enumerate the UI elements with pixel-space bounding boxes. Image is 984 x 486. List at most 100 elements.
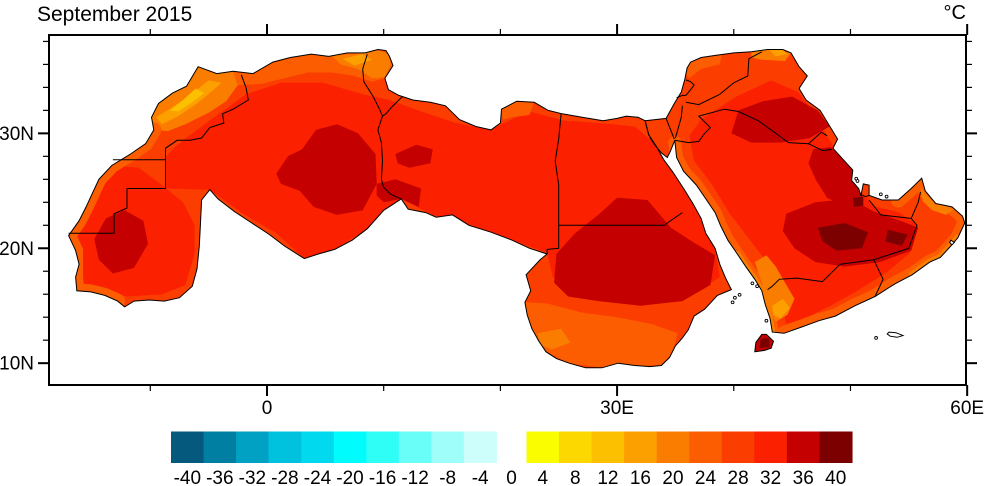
border-line-0 <box>165 74 249 160</box>
colorbar-box-cold--16 <box>366 431 400 463</box>
units-label: °C <box>943 2 966 24</box>
colorbar-box-cold--12 <box>398 431 432 463</box>
colorbar-label: -28 <box>271 468 298 486</box>
border-line-23 <box>767 259 874 291</box>
patch-tunisia-cells <box>342 54 372 66</box>
colorbar-label: 32 <box>760 468 781 486</box>
patch-cyrenaica-cells <box>501 101 535 120</box>
islet-speck-2 <box>755 284 759 289</box>
border-line-16 <box>724 108 809 145</box>
border-line-14 <box>719 51 763 95</box>
islet-speck-10 <box>884 194 889 199</box>
border-line-9 <box>665 118 675 140</box>
outline-arabia-levant <box>644 49 966 334</box>
colorbar-label: -4 <box>472 468 489 486</box>
y-tick-label: 20N <box>0 239 34 260</box>
border-line-7 <box>558 212 683 226</box>
border-line-24 <box>873 259 884 297</box>
islet-speck-4 <box>733 295 737 300</box>
border-line-11 <box>676 94 686 99</box>
colorbar-box-warm-16 <box>624 431 658 463</box>
x-tick-label: 60E <box>950 398 984 419</box>
island-outlines <box>730 176 956 340</box>
colorbar-box-warm-24 <box>689 431 723 463</box>
patch-nw-libya-dark <box>395 144 433 168</box>
border-line-20 <box>868 199 912 219</box>
colorbar-label: 8 <box>570 468 581 486</box>
colorbar-label: 24 <box>695 468 717 486</box>
patch-tunisia-ne-algeria <box>331 50 391 79</box>
border-line-4 <box>382 96 403 117</box>
colorbar-box-warm-28 <box>721 431 755 463</box>
patch-rub-core-east <box>885 229 908 246</box>
colorbar-box-cold--4 <box>463 431 497 463</box>
border-line-18 <box>808 143 832 152</box>
island-masirah <box>949 239 956 246</box>
patch-north-iraq-cell <box>768 49 788 57</box>
colorbar-label: -8 <box>439 468 456 486</box>
patch-algeria-dark <box>276 124 377 215</box>
plot-frame <box>48 34 967 386</box>
colorbar-box-cold--32 <box>236 431 270 463</box>
x-tick-label: 30E <box>600 398 634 419</box>
islet-speck-9 <box>878 192 883 197</box>
border-line-2 <box>68 159 166 234</box>
y-tick-label: 30N <box>0 124 34 145</box>
colorbar-box-warm-32 <box>754 431 788 463</box>
colorbar-label: 16 <box>630 468 651 486</box>
islet-speck-3 <box>750 281 755 286</box>
y-tick-label: 10N <box>0 354 34 375</box>
colorbar-label: -36 <box>206 468 233 486</box>
colorbar-box-cold--36 <box>203 431 237 463</box>
temperature-field-patches <box>68 49 965 368</box>
border-line-13 <box>685 93 721 106</box>
colorbar-label: -24 <box>304 468 332 486</box>
border-line-15 <box>674 108 725 144</box>
patch-yemen-core <box>772 298 790 319</box>
colorbar-label: -20 <box>336 468 363 486</box>
patch-djibouti-core <box>759 337 770 349</box>
coastline-outlines <box>68 48 966 369</box>
border-line-21 <box>910 191 921 219</box>
colorbar-box-cold--28 <box>268 431 302 463</box>
border-line-12 <box>685 79 695 96</box>
patch-gulf-coast-dark <box>808 147 861 207</box>
islet-speck-6 <box>730 300 735 305</box>
colorbar-box-cold--24 <box>301 431 335 463</box>
colorbar-label: 36 <box>793 468 814 486</box>
colorbar-box-cold--40 <box>171 431 205 463</box>
island-socotra <box>886 331 905 338</box>
colorbar-box-warm-40 <box>819 431 853 463</box>
colorbar-label: -12 <box>401 468 428 486</box>
colorbar-label: 40 <box>825 468 846 486</box>
colorbar-box-cold--8 <box>431 431 465 463</box>
colorbar-zero-label: 0 <box>506 468 517 486</box>
patch-atlas-core <box>170 88 204 112</box>
axis-tick-labels: 0 30E 60E 10N 20N 30N <box>0 124 984 419</box>
country-borders <box>68 51 921 297</box>
islet-speck-7 <box>764 318 769 323</box>
colorbar-label: 20 <box>662 468 683 486</box>
colorbar-label: 4 <box>538 468 549 486</box>
colorbar: -40 -36 -32 -28 -24 -20 -16 -12 -8 -4 0 4 8 12 16 20 24 2… <box>171 431 853 486</box>
border-line-19 <box>859 193 870 198</box>
colorbar-box-warm-12 <box>591 431 625 463</box>
border-line-5 <box>377 129 402 200</box>
colorbar-box-warm-20 <box>656 431 690 463</box>
plot-frame-and-ticks <box>38 24 977 396</box>
colorbar-box-cold--20 <box>333 431 367 463</box>
colorbar-box-warm-8 <box>559 431 593 463</box>
border-line-6 <box>554 113 562 226</box>
patch-qatar-cells-dark <box>852 196 864 207</box>
colorbar-label: 12 <box>597 468 618 486</box>
patch-sw-sudan-cells <box>537 328 571 350</box>
islet-speck-5 <box>737 292 742 297</box>
patch-oman-mountains <box>920 187 955 215</box>
islet-speck-1 <box>855 179 860 183</box>
border-line-8 <box>546 225 560 254</box>
patch-mauritania-dark <box>94 210 148 274</box>
islet-speck-8 <box>874 336 878 340</box>
colorbar-box-warm-36 <box>786 431 820 463</box>
plot-title: September 2015 <box>37 3 193 26</box>
